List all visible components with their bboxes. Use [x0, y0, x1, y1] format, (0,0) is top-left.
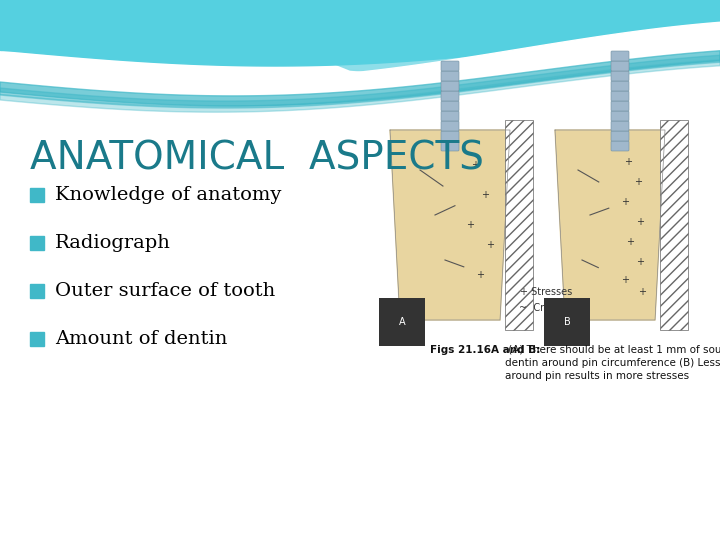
FancyBboxPatch shape [611, 61, 629, 71]
Bar [30, 284, 44, 298]
FancyBboxPatch shape [611, 121, 629, 131]
FancyBboxPatch shape [611, 111, 629, 121]
Bar [30, 236, 44, 250]
Text: +: + [624, 157, 632, 167]
Text: +: + [636, 217, 644, 227]
Text: B: B [564, 317, 570, 327]
Bar [660, 120, 688, 330]
Text: +: + [638, 287, 646, 297]
Text: +: + [476, 270, 484, 280]
Text: + Stresses: + Stresses [520, 287, 572, 297]
FancyBboxPatch shape [441, 91, 459, 101]
Polygon shape [0, 0, 720, 66]
Polygon shape [300, 0, 720, 100]
Text: A: A [399, 317, 405, 327]
FancyBboxPatch shape [611, 51, 629, 61]
FancyBboxPatch shape [611, 91, 629, 101]
FancyBboxPatch shape [441, 81, 459, 91]
FancyBboxPatch shape [441, 61, 459, 71]
FancyBboxPatch shape [441, 121, 459, 131]
Polygon shape [0, 0, 720, 50]
Text: +: + [634, 177, 642, 187]
FancyBboxPatch shape [441, 131, 459, 141]
Bar [505, 120, 533, 330]
Polygon shape [0, 22, 720, 110]
Polygon shape [555, 130, 665, 320]
Bar [30, 188, 44, 202]
FancyBboxPatch shape [441, 71, 459, 81]
Text: Knowledge of anatomy: Knowledge of anatomy [55, 186, 282, 204]
FancyBboxPatch shape [611, 131, 629, 141]
FancyBboxPatch shape [611, 71, 629, 81]
Bar [30, 332, 44, 346]
Text: +: + [621, 197, 629, 207]
Text: +: + [636, 257, 644, 267]
Text: +: + [626, 237, 634, 247]
FancyBboxPatch shape [441, 141, 459, 151]
Text: Radiograph: Radiograph [55, 234, 171, 252]
Text: +: + [471, 160, 479, 170]
FancyBboxPatch shape [441, 101, 459, 111]
Text: ANATOMICAL  ASPECTS: ANATOMICAL ASPECTS [30, 140, 484, 178]
FancyBboxPatch shape [611, 81, 629, 91]
Text: +: + [466, 220, 474, 230]
Text: +: + [481, 190, 489, 200]
Text: ~  Cracks: ~ Cracks [519, 303, 566, 313]
FancyBboxPatch shape [611, 101, 629, 111]
Text: +: + [486, 240, 494, 250]
Text: Outer surface of tooth: Outer surface of tooth [55, 282, 275, 300]
Text: Amount of dentin: Amount of dentin [55, 330, 228, 348]
FancyBboxPatch shape [611, 141, 629, 151]
Text: Figs 21.16A and B:: Figs 21.16A and B: [430, 345, 541, 355]
FancyBboxPatch shape [441, 111, 459, 121]
Text: +: + [621, 275, 629, 285]
Text: (A) There should be at least 1 mm of sound
dentin around pin circumference (B) L: (A) There should be at least 1 mm of sou… [505, 345, 720, 381]
Polygon shape [390, 130, 510, 320]
